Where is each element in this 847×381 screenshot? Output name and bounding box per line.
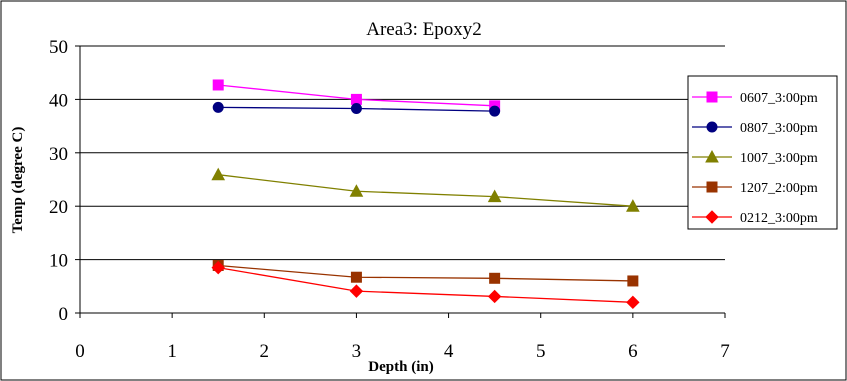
y-tick-label: 10 (49, 251, 68, 272)
legend-label: 1207_2:00pm (740, 181, 818, 196)
legend-label: 0212_3:00pm (740, 211, 818, 226)
legend-marker (707, 182, 717, 192)
chart-title: Area3: Epoxy2 (366, 19, 482, 40)
data-point (490, 273, 500, 283)
x-axis-label: Depth (in) (368, 359, 433, 375)
y-tick-label: 30 (49, 144, 68, 165)
y-tick-label: 40 (49, 90, 68, 111)
legend-label: 0807_3:00pm (740, 121, 818, 136)
x-tick-label: 2 (260, 341, 270, 362)
data-point (490, 106, 500, 116)
y-tick-label: 50 (49, 37, 68, 58)
y-axis-label: Temp (degree C) (10, 127, 26, 234)
y-tick-label: 20 (49, 197, 68, 218)
legend-label: 1007_3:00pm (740, 151, 818, 166)
data-point (351, 94, 361, 104)
x-tick-label: 3 (352, 341, 362, 362)
legend-marker (707, 92, 717, 102)
x-tick-label: 7 (720, 341, 730, 362)
legend-marker (707, 122, 717, 132)
x-tick-label: 4 (444, 341, 454, 362)
legend-label: 0607_3:00pm (740, 91, 818, 106)
y-tick-label: 0 (59, 304, 69, 325)
x-tick-label: 6 (628, 341, 638, 362)
x-tick-label: 1 (167, 341, 177, 362)
x-tick-label: 5 (536, 341, 546, 362)
data-point (351, 272, 361, 282)
x-tick-label: 0 (75, 341, 85, 362)
data-point (213, 102, 223, 112)
data-point (628, 276, 638, 286)
data-point (213, 80, 223, 90)
legend: 0607_3:00pm 0807_3:00pm 1007_3:00pm 1207_2:… (688, 76, 837, 229)
data-point (351, 103, 361, 113)
